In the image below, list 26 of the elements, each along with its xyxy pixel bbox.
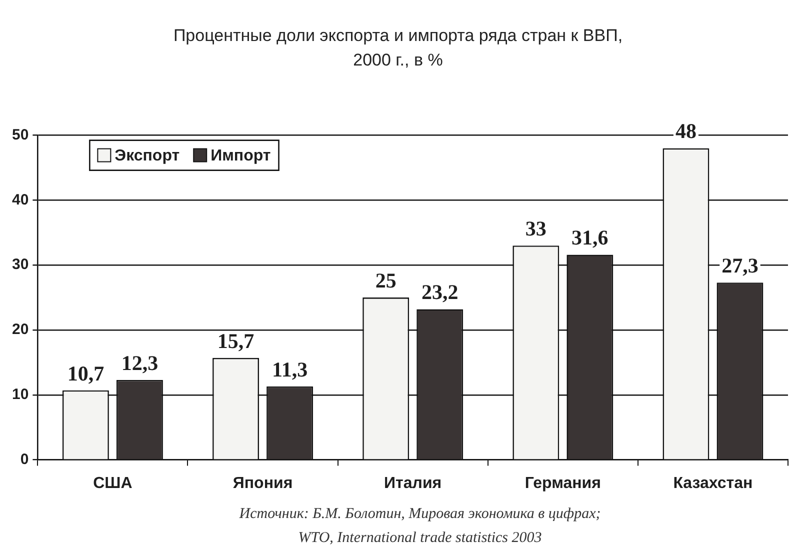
data-label: 23,2 xyxy=(421,280,458,304)
x-tick-label: Италия xyxy=(384,474,442,492)
text: WTO, International trade statistics 2003 xyxy=(298,530,542,546)
x-tick-label: Япония xyxy=(232,474,293,492)
data-label: 11,3 xyxy=(272,357,308,382)
legend-label: Импорт xyxy=(210,148,271,165)
y-tick-label: 10 xyxy=(12,386,29,404)
data-label: 27,3 xyxy=(722,254,758,278)
x-tick-label: Германия xyxy=(524,474,601,492)
chart-title: Процентные доли экспорта и импорта ряда стран к ВВП, 2000 г., в % xyxy=(173,26,623,70)
x-tick-label: США xyxy=(93,474,133,492)
data-label: 12,3 xyxy=(121,350,158,375)
y-tick-label: 20 xyxy=(12,321,29,338)
y-tick-label: 0 xyxy=(20,450,29,468)
legend-label: Экспорт xyxy=(114,148,180,165)
data-label: 25 xyxy=(375,268,396,292)
data-label: 15,7 xyxy=(217,328,254,353)
data-label: 10,7 xyxy=(67,361,104,386)
data-label: 33 xyxy=(525,216,546,241)
y-tick-label: 40 xyxy=(12,191,29,208)
y-tick-label: 30 xyxy=(12,256,29,274)
data-label: 31,6 xyxy=(572,226,608,250)
y-tick-label: 50 xyxy=(12,126,29,144)
x-tick-label: Казахстан xyxy=(673,474,753,492)
text: Источник: Б.М. Болотин, Мировая экономика в цифрах; xyxy=(238,506,601,522)
data-label: 48 xyxy=(675,119,696,144)
